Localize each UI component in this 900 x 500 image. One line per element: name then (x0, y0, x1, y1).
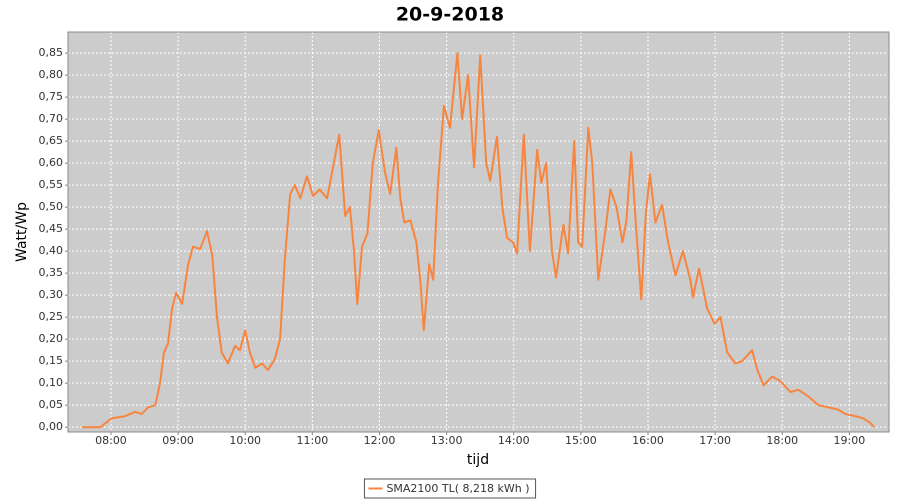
x-tick-label: 09:00 (162, 434, 194, 447)
x-tick-label: 12:00 (364, 434, 396, 447)
y-tick-label: 0,35 (39, 266, 64, 279)
y-tick-label: 0,60 (39, 156, 64, 169)
y-tick-label: 0,25 (39, 310, 64, 323)
y-tick-label: 0,10 (39, 376, 64, 389)
y-tick-label: 0,70 (39, 112, 64, 125)
chart-title: 20-9-2018 (396, 4, 504, 26)
x-tick-label: 08:00 (95, 434, 127, 447)
y-tick-label: 0,80 (39, 68, 64, 81)
x-tick-label: 13:00 (431, 434, 463, 447)
y-tick-label: 0,05 (39, 398, 64, 411)
y-tick-label: 0,75 (39, 90, 64, 103)
y-axis-label: Watt/Wp (14, 202, 30, 262)
x-axis-label: tijd (467, 452, 489, 468)
legend: SMA2100 TL( 8,218 kWh ) (363, 478, 537, 499)
x-tick-label: 18:00 (766, 434, 798, 447)
y-tick-label: 0,50 (39, 200, 64, 213)
x-tick-label: 17:00 (699, 434, 731, 447)
y-tick-label: 0,45 (39, 222, 64, 235)
x-tick-label: 19:00 (834, 434, 866, 447)
x-tick-label: 16:00 (632, 434, 664, 447)
y-tick-label: 0,30 (39, 288, 64, 301)
y-tick-label: 0,40 (39, 244, 64, 257)
y-tick-label: 0,85 (39, 46, 64, 59)
plot-border (67, 31, 890, 433)
x-tick-label: 10:00 (229, 434, 261, 447)
line (82, 52, 875, 429)
x-tick-label: 14:00 (498, 434, 530, 447)
x-tick-label: 11:00 (297, 434, 329, 447)
y-tick-label: 0,65 (39, 134, 64, 147)
y-tick-label: 0,20 (39, 332, 64, 345)
y-tick-label: 0,55 (39, 178, 64, 191)
y-tick-label: 0,00 (39, 420, 64, 433)
y-tick-label: 0,15 (39, 354, 64, 367)
legend-box (363, 478, 537, 499)
legend-label: SMA2100 TL( 8,218 kWh ) (386, 482, 529, 495)
x-tick-label: 15:00 (565, 434, 597, 447)
